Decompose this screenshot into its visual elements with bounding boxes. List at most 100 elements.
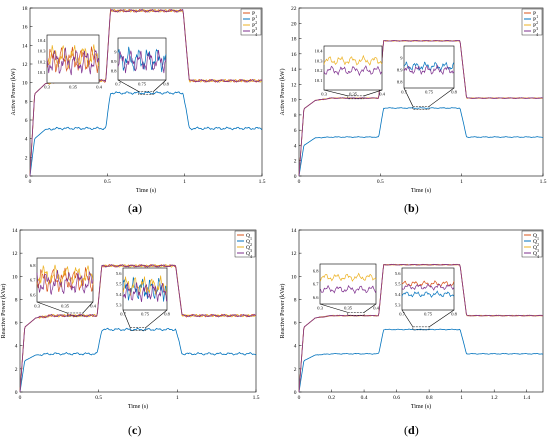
- inset-y-tick-label-d-1-2: 6.8: [313, 268, 319, 273]
- inset-a-2: 0.7 0.75 0.8 8.8 8.9 9: [111, 37, 170, 95]
- zoom-connector-a-2-b: [153, 79, 167, 92]
- inset-y-tick-label-b-1-3: 10.4: [315, 48, 324, 53]
- y-axis-label-a: Active Power (kW): [10, 69, 17, 116]
- y-axis-label-c: Reactive Power (kVar): [0, 284, 7, 339]
- inset-y-tick-label-a-1-0: 10.1: [38, 70, 46, 75]
- y-tick-label-d-6: 12: [291, 251, 297, 257]
- inset-x-tick-label-c-1-0: 0.3: [34, 304, 40, 309]
- inset-y-tick-label-d-2-0: 5.3: [395, 302, 401, 307]
- series-line-a-4: [29, 8, 263, 177]
- inset-series-c-2-3: [122, 281, 168, 302]
- inset-y-tick-label-c-2-3: 5.6: [116, 271, 122, 276]
- inset-b-2: 0.7 0.75 0.8 8.8 8.9 9: [397, 45, 458, 110]
- inset-x-tick-label-a-2-2: 0.8: [163, 82, 169, 87]
- inset-y-tick-label-c-1-0: 6.6: [30, 292, 36, 297]
- legend-label-b-2: P2: [533, 17, 538, 25]
- zoom-connector-d-2-a: [401, 309, 414, 328]
- inset-series-a-1-3: [46, 47, 100, 76]
- y-tick-label-a-3: 6: [25, 118, 28, 124]
- inset-y-tick-label-b-2-2: 9: [400, 56, 403, 61]
- y-tick-label-c-1: 2: [15, 367, 18, 373]
- inset-series-d-1-1: [319, 272, 377, 282]
- y-tick-label-a-8: 16: [22, 25, 28, 31]
- inset-y-tick-label-c-2-1: 5.4: [116, 292, 122, 297]
- x-tick-label-c-1: 0.5: [95, 395, 102, 401]
- legend-label-d-2: Q2: [533, 239, 539, 247]
- inset-y-tick-label-a-2-1: 8.9: [111, 59, 117, 64]
- y-tick-label-d-2: 4: [294, 344, 297, 350]
- inset-y-tick-label-c-2-0: 5.3: [116, 302, 122, 307]
- inset-y-tick-label-b-1-1: 10.2: [315, 68, 323, 73]
- y-axis-label-b: Active Power (kW): [279, 69, 286, 116]
- inset-y-tick-label-b-1-2: 10.3: [315, 58, 324, 63]
- inset-d-2: 0.7 0.75 0.8 5.3 5.4 5.5 5.6: [395, 267, 458, 331]
- zoom-marker-c-1: [66, 312, 84, 317]
- inset-x-tick-label-b-1-1: 0.35: [349, 92, 358, 97]
- inset-x-tick-label-d-2-2: 0.8: [451, 312, 457, 317]
- y-tick-label-c-3: 6: [15, 321, 18, 327]
- x-axis-label-c: Time (s): [128, 403, 148, 410]
- zoom-marker-c-2: [129, 327, 147, 331]
- x-tick-label-d-5: 1: [460, 395, 463, 401]
- inset-x-tick-label-d-2-0: 0.7: [399, 312, 405, 317]
- legend-label-a-1: P1: [252, 11, 257, 19]
- x-tick-label-d-6: 1.2: [491, 395, 498, 401]
- y-tick-label-d-5: 10: [291, 274, 297, 280]
- y-tick-label-d-1: 2: [294, 367, 297, 373]
- inset-y-tick-label-a-1-2: 10.3: [38, 49, 47, 54]
- x-tick-label-a-2: 1: [183, 179, 186, 185]
- panel-a: 0 0.5 1 1.5 0 2 4 6 8 10 12 14 16 18 Time (s) Active Po…: [10, 6, 266, 194]
- y-tick-label-b-10: 20: [291, 21, 297, 27]
- legend-label-b-3: P3: [533, 23, 538, 31]
- inset-frame-d-1: [319, 263, 377, 305]
- y-tick-label-a-4: 8: [25, 99, 28, 105]
- inset-y-tick-label-d-1-1: 6.7: [313, 282, 319, 287]
- x-tick-label-c-2: 1: [176, 395, 179, 401]
- legend-label-d-4: Q4: [533, 251, 539, 259]
- y-tick-label-b-8: 16: [291, 52, 297, 58]
- x-tick-label-c-3: 1.5: [253, 395, 260, 401]
- series-line-c-4: [19, 264, 257, 393]
- inset-c-2: 0.7 0.75 0.8 5.3 5.4 5.5 5.6: [116, 267, 171, 331]
- series-line-b-4: [298, 39, 544, 177]
- series-line-b-2: [298, 107, 544, 177]
- panel-label-b: (b): [404, 201, 419, 215]
- y-tick-label-c-6: 12: [12, 251, 18, 257]
- x-tick-label-d-1: 0.2: [328, 395, 335, 401]
- y-tick-label-a-6: 12: [22, 62, 28, 68]
- y-tick-label-b-2: 4: [294, 143, 297, 149]
- inset-x-tick-label-b-2-2: 0.8: [451, 90, 457, 95]
- inset-x-tick-label-a-1-1: 0.35: [69, 85, 78, 90]
- x-tick-label-d-2: 0.4: [361, 395, 368, 401]
- plot-frame-b: [298, 7, 544, 177]
- inset-x-tick-label-a-2-0: 0.7: [115, 82, 121, 87]
- inset-x-tick-label-a-1-2: 0.4: [96, 85, 102, 90]
- panel-label-a: (a): [128, 201, 142, 215]
- x-tick-label-d-0: 0: [298, 395, 301, 401]
- zoom-connector-c-2-b: [145, 309, 168, 328]
- zoom-connector-c-2-a: [122, 309, 131, 328]
- inset-y-tick-label-d-2-2: 5.5: [395, 281, 401, 286]
- inset-series-c-2-2: [122, 275, 168, 296]
- x-tick-label-a-1: 0.5: [104, 179, 111, 185]
- y-tick-label-c-2: 4: [15, 344, 18, 350]
- x-tick-label-a-3: 1.5: [259, 179, 266, 185]
- plot-frame-d: [298, 229, 544, 393]
- inset-x-tick-label-d-1-1: 0.35: [344, 306, 353, 311]
- legend-label-d-3: Q3: [533, 245, 539, 253]
- y-tick-label-a-0: 0: [25, 174, 28, 180]
- inset-a-1: 0.3 0.35 0.4 10.1 10.2 10.3 10.4: [38, 34, 103, 90]
- x-axis-label-d: Time (s): [411, 403, 431, 410]
- y-tick-label-a-2: 4: [25, 137, 28, 143]
- y-tick-label-b-9: 18: [291, 37, 297, 43]
- inset-y-tick-label-d-1-0: 6.6: [313, 295, 319, 300]
- y-tick-label-b-3: 6: [294, 128, 297, 134]
- plot-frame-c: [19, 229, 257, 393]
- zoom-marker-d-2: [412, 326, 430, 331]
- inset-y-tick-label-b-2-0: 8.8: [397, 80, 403, 85]
- y-tick-label-b-5: 10: [291, 98, 297, 104]
